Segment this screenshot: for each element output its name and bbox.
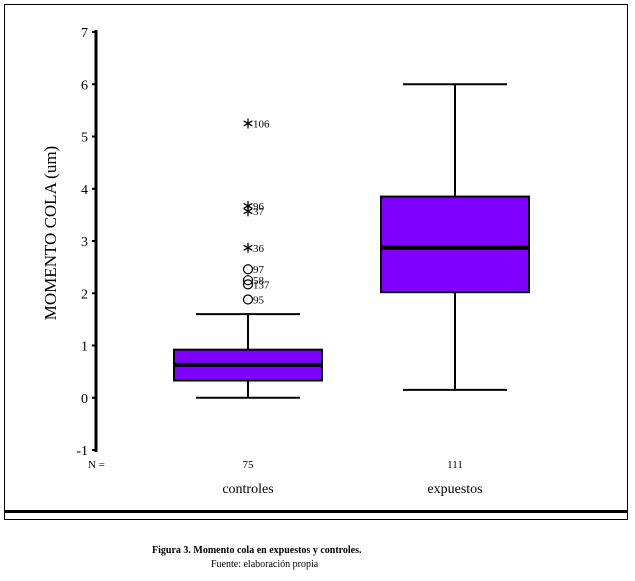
iqr-box xyxy=(380,195,530,294)
y-tick-label: 0 xyxy=(81,392,88,407)
extreme-label: 96 xyxy=(253,201,265,213)
figure-source: Fuente: elaboración propia xyxy=(211,559,319,570)
group-n-count: 111 xyxy=(447,459,463,471)
category-label: expuestos xyxy=(427,482,482,497)
y-tick-label: 5 xyxy=(81,131,88,146)
y-tick-label: 6 xyxy=(81,78,88,93)
outlier-point xyxy=(242,279,254,290)
outlier-point xyxy=(242,275,254,286)
extreme-label: 37 xyxy=(253,206,265,218)
extreme-label: 106 xyxy=(253,118,270,130)
divider-line xyxy=(4,510,628,513)
outlier-label: 58 xyxy=(253,275,265,287)
y-tick-label: 1 xyxy=(81,340,88,355)
outlier-label: 97 xyxy=(253,264,265,276)
y-tick-label: -1 xyxy=(76,444,88,459)
extreme-point xyxy=(243,242,253,253)
y-tick-label: 7 xyxy=(81,26,88,41)
y-tick-label: 3 xyxy=(81,235,88,250)
y-tick-label: 2 xyxy=(81,287,88,302)
outlier-label: 137 xyxy=(253,279,270,291)
y-tick-label: 4 xyxy=(81,183,88,198)
outlier-label: 95 xyxy=(253,295,265,307)
outlier-point xyxy=(242,264,254,275)
group-n-count: 75 xyxy=(243,459,255,471)
category-label: controles xyxy=(222,482,273,497)
figure-caption: Figura 3. Momento cola en expuestos y co… xyxy=(152,545,362,556)
extreme-point xyxy=(243,118,253,129)
n-label: N = xyxy=(88,459,105,471)
y-axis-label: MOMENTO COLA (um) xyxy=(41,146,60,320)
outlier-point xyxy=(242,294,254,305)
extreme-label: 36 xyxy=(253,243,265,255)
extreme-point xyxy=(243,200,253,211)
